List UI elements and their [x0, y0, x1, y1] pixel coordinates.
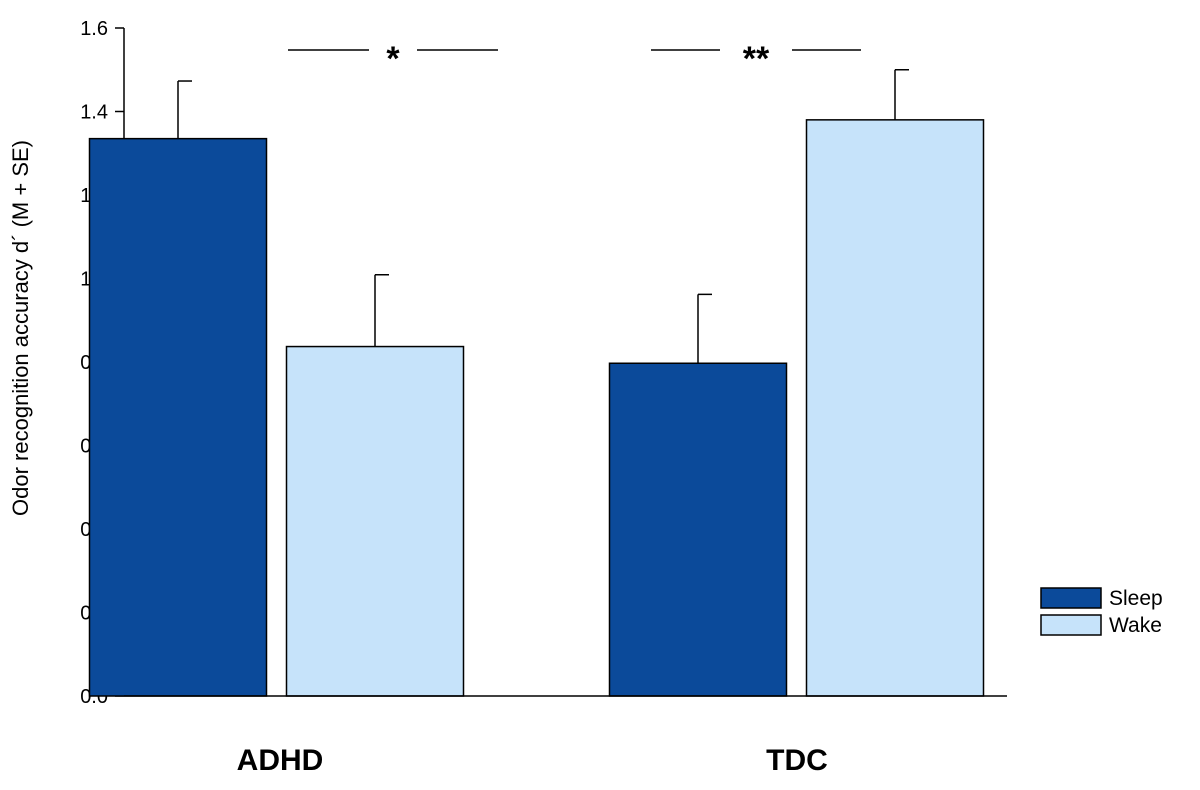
category-label-tdc: TDC	[766, 744, 828, 777]
bars	[88, 119, 985, 697]
bar-sleep-tdc	[608, 362, 788, 697]
legend: Sleep Wake	[1040, 587, 1163, 637]
y-tick-label: 1.6	[80, 18, 108, 40]
legend-swatch-sleep	[1040, 587, 1102, 609]
bar-sleep-adhd	[88, 137, 268, 697]
significance-marker: *	[386, 40, 400, 78]
legend-label-sleep: Sleep	[1109, 587, 1163, 610]
legend-swatch-wake	[1040, 614, 1102, 636]
significance-annotations: * **	[288, 40, 861, 78]
y-tick-label: 1.4	[80, 102, 108, 124]
bar-wake-adhd	[285, 345, 465, 697]
bar-wake-tdc	[805, 119, 985, 697]
legend-label-wake: Wake	[1109, 614, 1162, 637]
y-axis-label: Odor recognition accuracy d´ (M + SE)	[8, 140, 33, 516]
category-label-adhd: ADHD	[237, 744, 324, 777]
x-axis: ADHD TDC	[124, 695, 1007, 777]
significance-marker: **	[743, 40, 770, 78]
error-bars	[177, 69, 909, 364]
